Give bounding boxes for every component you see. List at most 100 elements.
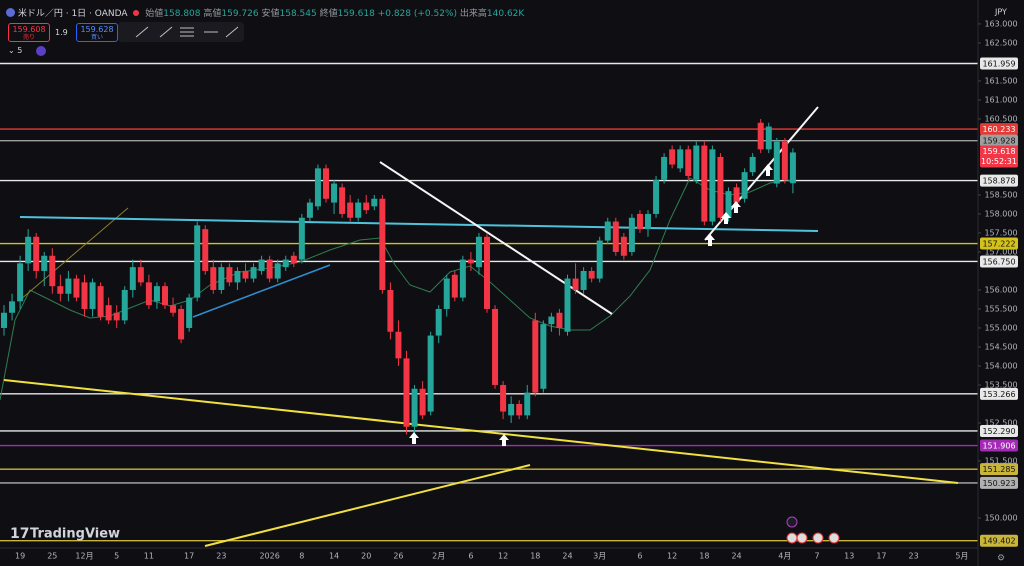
- current-price-box: [980, 145, 1018, 168]
- settings-icon[interactable]: ⚙: [997, 554, 1005, 564]
- level-label: 159.928: [982, 137, 1015, 146]
- candle-body: [9, 301, 16, 313]
- candle-body: [677, 149, 684, 169]
- candle-body: [242, 270, 249, 279]
- header: 米ドル／円 · 1日 · OANDA 始値158.808 高値159.726 安…: [6, 6, 524, 19]
- candle-body: [395, 331, 402, 359]
- candle-body: [749, 156, 756, 173]
- tool-icon[interactable]: [135, 26, 149, 38]
- x-tick-label: 18: [699, 552, 709, 561]
- tool-icon[interactable]: [180, 27, 194, 37]
- tool-icon[interactable]: [225, 26, 239, 38]
- y-tick-label: 150.000: [984, 513, 1017, 522]
- trendline: [19, 207, 129, 301]
- volume-label: 出来高: [459, 9, 487, 19]
- x-tick-label: 19: [15, 552, 25, 561]
- candle-body: [516, 403, 523, 416]
- level-label-box: [980, 174, 1018, 187]
- x-tick-label: 2月: [432, 552, 445, 561]
- candle-body: [170, 305, 177, 313]
- x-tick-label: 13: [844, 552, 854, 561]
- buy-button[interactable]: 159.628 買い: [76, 23, 118, 42]
- sell-button[interactable]: 159.608 売り: [8, 23, 50, 42]
- y-tick-label: 154.500: [984, 342, 1017, 351]
- level-label: 150.923: [982, 479, 1015, 488]
- candle-body: [153, 286, 160, 302]
- candle-body: [371, 198, 378, 207]
- candle-body: [129, 267, 136, 290]
- candle-body: [81, 282, 88, 309]
- x-tick-label: 24: [731, 552, 741, 561]
- event-icon[interactable]: [796, 532, 808, 544]
- candle-body: [89, 282, 96, 309]
- candle-body: [250, 267, 257, 279]
- candle-body: [387, 289, 394, 332]
- candle-body: [564, 278, 571, 332]
- level-label-box: [980, 123, 1018, 136]
- x-tick-label: 6: [468, 552, 473, 561]
- level-label: 156.750: [982, 257, 1015, 266]
- candle-body: [773, 141, 780, 184]
- x-tick-label: 17: [184, 552, 194, 561]
- candle-body: [57, 286, 64, 294]
- arrow: [721, 212, 731, 224]
- candle-body: [274, 263, 281, 279]
- x-tick-label: 8: [299, 552, 304, 561]
- candle-body: [379, 198, 386, 290]
- candle-body: [49, 255, 56, 287]
- watermark-logo: 17: [10, 526, 29, 542]
- x-tick-label: 5月: [955, 552, 968, 561]
- close-value: 159.618: [337, 9, 375, 19]
- candle-body: [218, 267, 225, 290]
- candle-body: [709, 149, 716, 222]
- candle-body: [620, 236, 627, 256]
- x-tick-label: 17: [876, 552, 886, 561]
- y-tick-label: 162.500: [984, 38, 1017, 47]
- candle-body: [65, 278, 72, 294]
- level-label-box: [980, 534, 1018, 547]
- candle-body: [194, 225, 201, 298]
- event-icon[interactable]: [828, 532, 840, 544]
- candle-body: [314, 168, 321, 207]
- high-label: 高値: [203, 9, 222, 19]
- candle-body: [467, 259, 474, 264]
- candle-body: [105, 305, 112, 321]
- candle-body: [25, 236, 32, 264]
- candle-body: [290, 255, 297, 264]
- candle-body: [202, 229, 209, 271]
- event-icons: [786, 516, 840, 544]
- buy-price: 159.628: [80, 25, 114, 34]
- arrow: [499, 434, 509, 446]
- candle-body: [653, 179, 660, 214]
- x-tick-label: 20: [361, 552, 371, 561]
- candle-body: [226, 267, 233, 283]
- y-tick-label: 153.500: [984, 380, 1017, 389]
- currency[interactable]: JPY: [994, 8, 1007, 17]
- event-icon[interactable]: [786, 532, 798, 544]
- sell-label: 売り: [22, 34, 35, 41]
- trendline: [19, 216, 819, 232]
- candle-body: [645, 213, 651, 230]
- level-label-box: [980, 57, 1018, 70]
- level-label-box: [980, 387, 1018, 400]
- candle-body: [97, 286, 104, 317]
- countdown: 10:52:31: [981, 157, 1017, 166]
- watermark: 17 TradingView: [10, 526, 120, 542]
- candle-body: [121, 289, 128, 321]
- candle-body: [186, 297, 193, 328]
- current-price-label: 159.618: [982, 147, 1015, 156]
- tool-icon[interactable]: [159, 26, 173, 38]
- candle-body: [757, 122, 764, 150]
- level-label: 149.402: [982, 537, 1015, 546]
- y-tick-label: 155.000: [984, 323, 1017, 332]
- indicator-icon[interactable]: [36, 46, 46, 56]
- open-label: 始値: [145, 9, 164, 19]
- indicator-toggle[interactable]: ⌄ 5: [8, 46, 23, 55]
- candles: [1, 118, 796, 435]
- symbol[interactable]: 米ドル／円 · 1日 · OANDA: [17, 9, 128, 19]
- event-icon[interactable]: [786, 516, 798, 528]
- event-icon[interactable]: [812, 532, 824, 544]
- candle-body: [451, 274, 458, 298]
- y-tick-label: 156.000: [984, 285, 1017, 294]
